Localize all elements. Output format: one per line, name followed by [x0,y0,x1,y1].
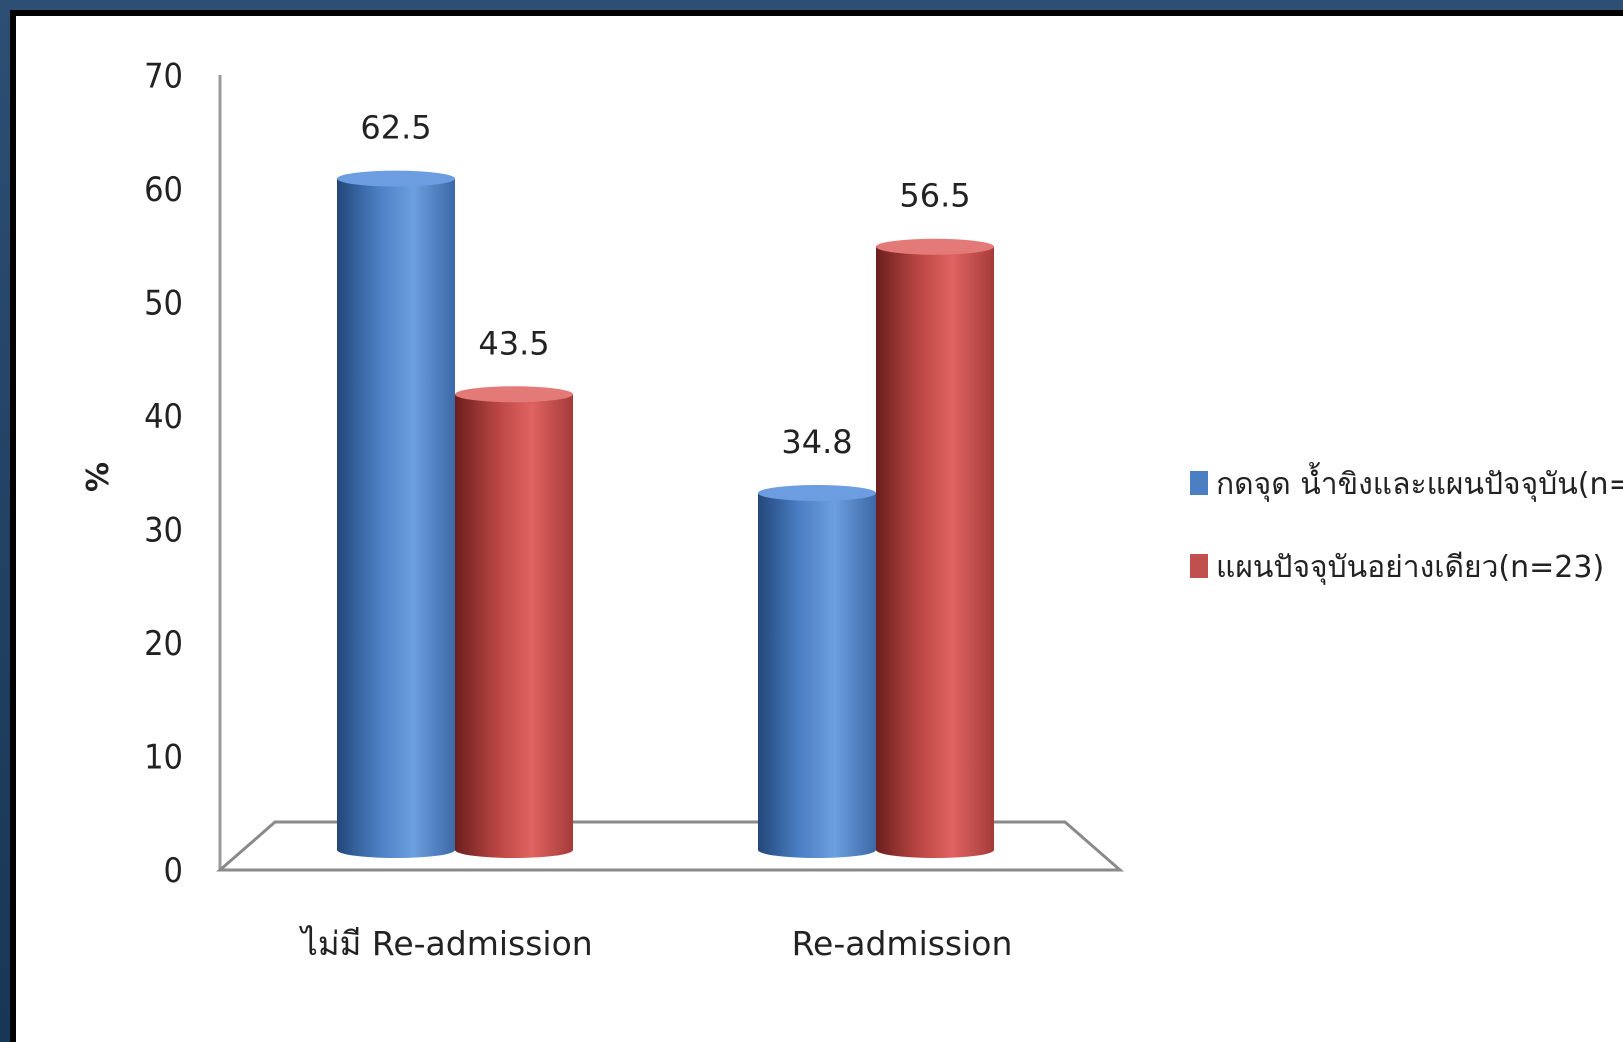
data-label: 43.5 [478,324,549,362]
category-label: Re-admission [792,924,1013,963]
y-tick-label: 70 [144,57,183,97]
bars [337,170,994,858]
category-labels: ไม่มี Re-admission Re-admission [298,924,1012,963]
y-tick-label: 50 [144,284,183,324]
legend-swatch [1190,554,1208,578]
data-label: 34.8 [781,423,852,461]
category-label: ไม่มี Re-admission [298,924,592,963]
y-tick-label: 30 [144,511,183,551]
y-tick-label: 20 [144,624,183,664]
legend-label: แผนปัจจุบันอย่างเดียว(n=23) [1216,550,1604,586]
bar [455,386,573,858]
bar [758,485,876,858]
y-tick-label: 0 [164,851,183,891]
y-tick-label: 10 [144,738,183,778]
y-tick-label: 40 [144,397,183,437]
y-tick-labels: 0 10 20 30 40 50 60 70 [144,57,183,892]
legend-label: กดจุด น้ำขิงและแผนปัจจุบัน(n=23) [1216,462,1623,503]
legend: กดจุด น้ำขิงและแผนปัจจุบัน(n=23) แผนปัจจุ… [1190,462,1623,586]
bar [876,238,994,858]
legend-swatch [1190,471,1208,495]
data-label: 56.5 [899,177,970,215]
y-tick-label: 60 [144,170,183,210]
bar [337,170,455,858]
y-axis-label: % [81,462,116,492]
legend-item: กดจุด น้ำขิงและแผนปัจจุบัน(n=23) [1190,462,1623,503]
legend-item: แผนปัจจุบันอย่างเดียว(n=23) [1190,550,1604,586]
data-label: 62.5 [360,109,431,147]
data-labels: 62.5 43.5 34.8 56.5 [360,109,970,461]
